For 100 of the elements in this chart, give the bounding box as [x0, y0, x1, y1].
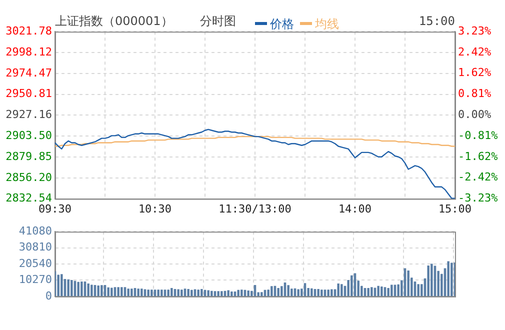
bar [227, 290, 230, 296]
bar [140, 288, 143, 296]
bar [270, 286, 273, 296]
y2-tick-label: -1.62% [458, 150, 498, 163]
bar [280, 286, 283, 296]
bar [430, 264, 433, 296]
bar [180, 290, 183, 296]
bar [287, 285, 290, 296]
bar [377, 286, 380, 296]
legend-label: 价格 [270, 16, 294, 30]
bar [150, 290, 153, 296]
bar [407, 270, 410, 296]
bar [327, 290, 330, 296]
bar [197, 290, 200, 296]
bar [367, 288, 370, 296]
y2-tick-label: 0.00% [458, 108, 492, 122]
bar [390, 284, 393, 296]
bar [370, 287, 373, 296]
bar [290, 288, 293, 296]
bar [167, 290, 170, 296]
y2-tick-label: 2.42% [458, 45, 492, 58]
bar [190, 290, 193, 296]
y-tick-label: 0 [45, 289, 52, 302]
y-tick-label: 10270 [18, 273, 52, 286]
x-tick-label: 11:30/13:00 [218, 202, 292, 216]
legend-label: 均线 [315, 16, 339, 30]
bar [237, 290, 240, 296]
bar [110, 288, 113, 296]
bar [170, 288, 173, 296]
y-tick-label: 2832.54 [6, 192, 52, 205]
y2-tick-label: -2.42% [458, 170, 498, 184]
y-tick-label: 2950.81 [6, 87, 52, 100]
y-tick-label: 2974.47 [6, 66, 52, 80]
bar [77, 282, 80, 296]
bar [427, 265, 430, 296]
bar [387, 288, 390, 296]
y-tick-label: 2856.20 [6, 170, 52, 184]
bar [217, 291, 220, 296]
bar [380, 286, 383, 296]
bar [240, 290, 243, 296]
bar [90, 284, 93, 296]
bar [117, 287, 120, 296]
x-tick-label: 09:30 [38, 202, 72, 216]
bar [337, 283, 340, 296]
bar [340, 284, 343, 296]
y2-tick-label: 3.23% [458, 24, 492, 38]
bar [160, 290, 163, 296]
bar [267, 290, 270, 296]
bar [230, 291, 233, 296]
bar [450, 262, 453, 296]
bar [417, 284, 420, 296]
bar [100, 285, 103, 296]
y2-tick-label: -3.23% [458, 192, 498, 205]
bar [157, 290, 160, 296]
bar [447, 261, 450, 296]
bar [147, 290, 150, 296]
bar [260, 292, 263, 296]
y-tick-label: 3021.78 [6, 24, 52, 38]
bar [177, 289, 180, 296]
bar [210, 290, 213, 296]
bar [57, 274, 60, 296]
bar [60, 274, 63, 296]
text: 15:00 [418, 14, 455, 28]
bar [247, 290, 250, 296]
bar [330, 289, 333, 296]
bar [310, 288, 313, 296]
bar [107, 287, 110, 296]
bar [120, 287, 123, 296]
bar [347, 280, 350, 296]
bar [70, 280, 73, 296]
bar [130, 288, 133, 296]
y2-tick-label: 1.62% [458, 66, 492, 80]
bar [320, 290, 323, 296]
x-tick-label: 10:30 [138, 202, 172, 216]
bar [67, 279, 70, 296]
x-tick-label: 14:00 [338, 202, 372, 216]
y-tick-label: 2998.12 [6, 45, 52, 58]
bar [207, 290, 210, 296]
bar [297, 289, 300, 296]
bar [87, 283, 90, 296]
bar [350, 275, 353, 296]
y-tick-label: 41080 [18, 224, 52, 238]
y-tick-label: 30810 [18, 240, 52, 254]
x-tick-label: 15:00 [438, 202, 472, 216]
bar [220, 291, 223, 296]
y2-tick-label: 0.81% [458, 87, 492, 100]
y-tick-label: 2927.16 [6, 108, 52, 122]
bar [397, 284, 400, 296]
bar [200, 288, 203, 296]
chart-subtitle: 分时图 [200, 14, 236, 28]
bar [137, 288, 140, 296]
y-tick-label: 20540 [18, 256, 52, 270]
bar [187, 288, 190, 296]
chart-title: 上证指数（000001） [55, 14, 173, 28]
y-tick-label: 2903.50 [6, 128, 52, 142]
y-tick-label: 2879.85 [6, 150, 52, 163]
bar [80, 282, 83, 296]
bar [317, 288, 320, 296]
y2-tick-label: -0.81% [458, 129, 498, 142]
bar [277, 288, 280, 296]
